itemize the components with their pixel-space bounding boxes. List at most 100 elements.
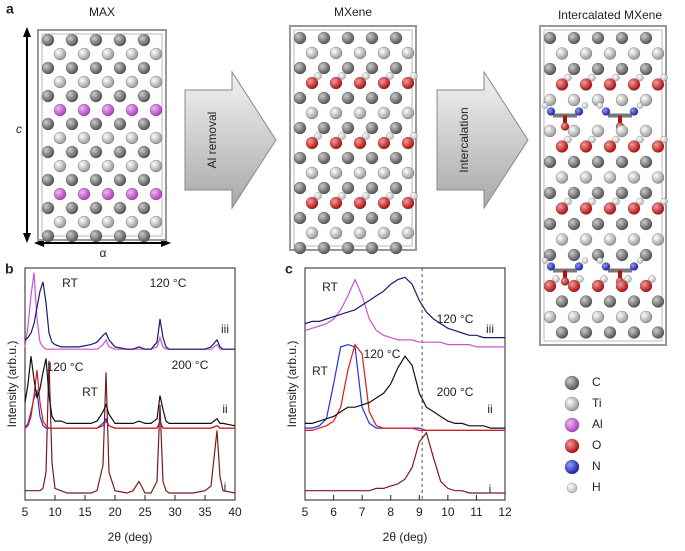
series-label: RT (62, 276, 78, 290)
atom (353, 166, 367, 180)
atom (341, 181, 355, 195)
atom (615, 93, 629, 107)
atom (41, 33, 55, 47)
atom (41, 201, 55, 215)
atom (41, 229, 55, 243)
x-tick-label: 5 (302, 505, 309, 519)
axis-label: c (16, 122, 22, 136)
legend-label: C (592, 375, 601, 389)
atom (636, 197, 644, 206)
atom (41, 173, 55, 187)
atom (588, 135, 596, 144)
atom (543, 279, 557, 293)
x-tick-label: 20 (108, 505, 122, 519)
atom (591, 217, 605, 231)
atom (401, 166, 415, 180)
atom (125, 215, 139, 229)
atom (543, 124, 557, 138)
legend-label: N (592, 459, 601, 473)
atom (629, 107, 639, 116)
atom (101, 47, 115, 61)
x-tick-label: 12 (498, 505, 512, 519)
atom (601, 107, 611, 116)
atom (564, 438, 580, 454)
atom (612, 135, 620, 144)
atom (410, 132, 418, 140)
atom (341, 31, 355, 45)
series-label: 200 °C (172, 358, 209, 372)
atom (555, 295, 569, 308)
atom (591, 186, 605, 200)
atom (567, 186, 581, 200)
atom (560, 122, 570, 131)
atom (317, 61, 331, 75)
atom (389, 61, 403, 75)
cell-box-inner (543, 29, 663, 342)
atom (101, 75, 115, 89)
atom (365, 181, 379, 195)
atom (386, 72, 394, 80)
atom (603, 326, 617, 339)
atom (365, 151, 379, 165)
atom (317, 181, 331, 195)
schematic: a MAX MXene Intercalated MXene Al remova… (6, 1, 662, 260)
legend-label: H (592, 480, 601, 494)
series-line (305, 343, 505, 431)
atom (365, 91, 379, 105)
atom (651, 78, 665, 91)
atom (41, 145, 55, 159)
atom (113, 145, 127, 159)
atom (377, 196, 391, 210)
atom (560, 277, 570, 286)
atom (615, 279, 629, 293)
atom (579, 47, 593, 60)
legend-label: Al (592, 417, 603, 431)
atom (564, 135, 572, 144)
atom (77, 159, 91, 173)
series-label: RT (312, 364, 328, 378)
atom (293, 211, 307, 225)
atom (627, 78, 641, 91)
atom (600, 275, 608, 283)
atom (338, 72, 346, 80)
atom (149, 47, 163, 61)
x-tick-label: 25 (138, 505, 152, 519)
atom (89, 117, 103, 131)
atom (77, 75, 91, 89)
atom (101, 159, 115, 173)
atom (636, 135, 644, 144)
atom (588, 197, 596, 206)
series-label: 200 °C (437, 385, 474, 399)
atom (389, 121, 403, 135)
atom (639, 310, 653, 324)
atom (53, 103, 67, 117)
atom (401, 106, 415, 120)
atom (636, 73, 644, 82)
curve-index: i (489, 482, 492, 496)
atom (365, 31, 379, 45)
atom (365, 121, 379, 135)
atom (89, 33, 103, 47)
step-label: Al removal (205, 112, 219, 169)
atom (149, 75, 163, 89)
atom (65, 145, 79, 159)
series-label: RT (82, 385, 98, 399)
atom (125, 103, 139, 117)
atom (567, 279, 581, 293)
atom (149, 187, 163, 201)
atom (543, 217, 557, 231)
atom (410, 192, 418, 200)
curve-index: i (224, 480, 227, 494)
atom (401, 46, 415, 60)
atom (627, 326, 641, 339)
atom (564, 197, 572, 206)
series-label: 120 °C (150, 276, 187, 290)
panel-label: c (285, 261, 293, 277)
atom (365, 61, 379, 75)
atom (627, 47, 641, 60)
atom (353, 196, 367, 210)
atom (636, 102, 644, 109)
atom (591, 124, 605, 138)
x-axis-label: 2θ (deg) (108, 530, 153, 544)
atom (615, 155, 629, 169)
